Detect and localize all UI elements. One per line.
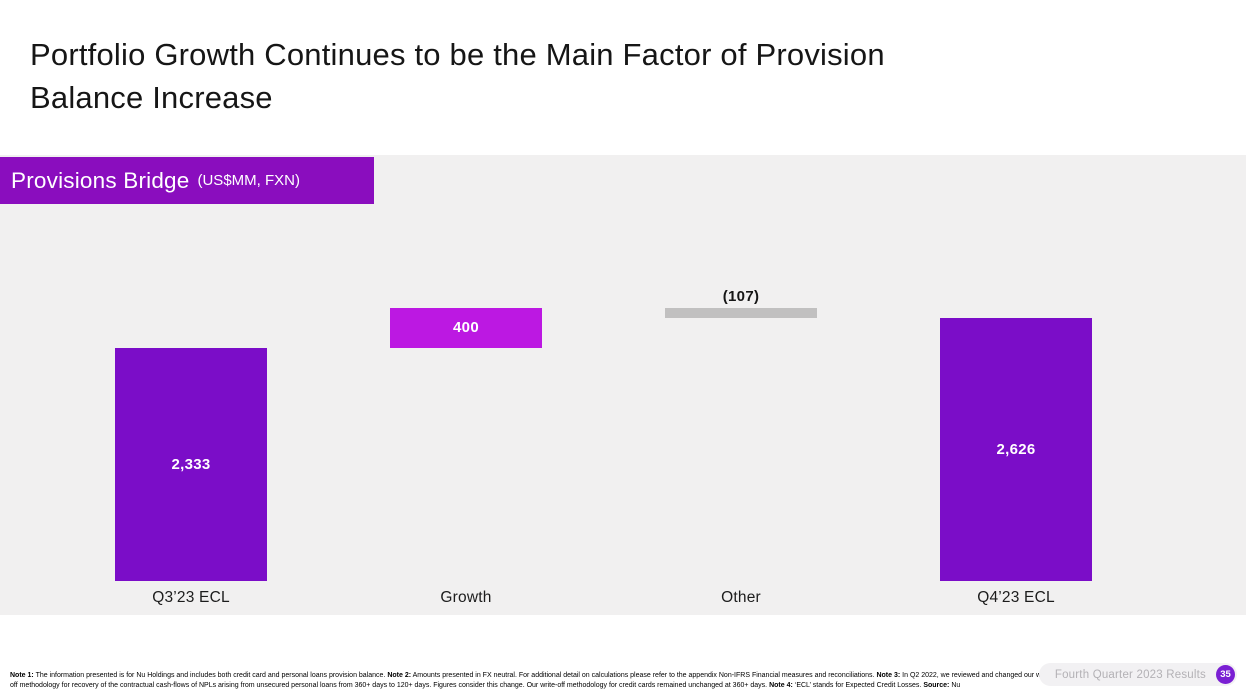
note-2-text: Amounts presented in FX neutral. For add… bbox=[412, 672, 875, 679]
bar-q3-23-ecl bbox=[115, 347, 267, 581]
source-label: Source: bbox=[923, 682, 950, 690]
note-1-text: The information presented is for Nu Hold… bbox=[35, 672, 386, 679]
bar-value-label: 2,333 bbox=[171, 455, 211, 473]
note-1-label: Note 1: bbox=[10, 672, 34, 679]
note-3-text: In Q2 2022, we reviewed and changed our … bbox=[10, 672, 1054, 690]
bar-growth bbox=[390, 307, 542, 348]
waterfall-chart: 2,333 Q3’23 ECL 400 Growth (107) Other 2,626 Q4… bbox=[0, 155, 1246, 615]
note-3-label: Note 3: bbox=[876, 672, 901, 679]
page-title-line-1: Portfolio Growth Continues to be the Mai… bbox=[30, 37, 885, 72]
bar-q4-23-ecl bbox=[940, 318, 1092, 581]
bar-value-label: 2,626 bbox=[996, 441, 1036, 459]
note-4-text: ‘ECL’ stands for Expected Credit Losses. bbox=[794, 682, 922, 690]
bar-value-label: (107) bbox=[722, 287, 760, 305]
banner-subtitle: (US$MM, FXN) bbox=[197, 172, 300, 189]
slide-footer: Note 1: The information presented is for… bbox=[0, 615, 1246, 698]
slide-header: Portfolio Growth Continues to be the Mai… bbox=[0, 0, 1246, 155]
bar-other bbox=[665, 307, 817, 319]
results-label: Fourth Quarter 2023 Results bbox=[1054, 668, 1206, 681]
provisions-banner: Provisions Bridge (US$MM, FXN) bbox=[0, 157, 374, 204]
note-4-label: Note 4: bbox=[769, 682, 793, 690]
banner-title: Provisions Bridge bbox=[11, 167, 190, 193]
chart-panel: Provisions Bridge (US$MM, FXN) 2,333 Q3’2… bbox=[0, 155, 1246, 615]
category-label: Q4’23 ECL bbox=[977, 589, 1055, 606]
note-2-label: Note 2: bbox=[387, 672, 412, 679]
page-title: Portfolio Growth Continues to be the Mai… bbox=[30, 33, 885, 119]
source-text: Nu bbox=[951, 682, 961, 690]
bar-value-label: 400 bbox=[453, 319, 479, 337]
footnotes: Note 1: The information presented is for… bbox=[10, 671, 1058, 691]
category-label: Other bbox=[721, 589, 761, 606]
category-label: Growth bbox=[440, 589, 492, 606]
page-number-badge: 35 bbox=[1216, 665, 1235, 684]
results-pill: Fourth Quarter 2023 Results 35 bbox=[1038, 663, 1237, 686]
category-label: Q3’23 ECL bbox=[152, 589, 230, 606]
page-title-line-2: Balance Increase bbox=[30, 80, 273, 115]
